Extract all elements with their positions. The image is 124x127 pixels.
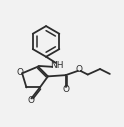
Text: O: O bbox=[62, 85, 69, 94]
Text: O: O bbox=[27, 96, 34, 105]
Text: O: O bbox=[75, 65, 82, 74]
Text: O: O bbox=[16, 68, 23, 77]
Text: NH: NH bbox=[50, 61, 63, 70]
